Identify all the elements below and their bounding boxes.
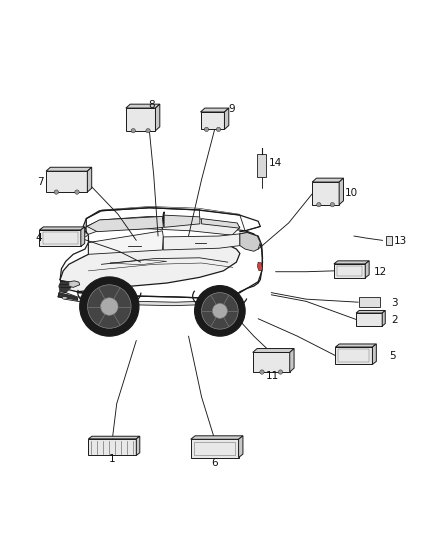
Circle shape (330, 203, 335, 207)
Circle shape (131, 128, 135, 133)
Polygon shape (81, 227, 85, 246)
Polygon shape (290, 349, 294, 372)
Polygon shape (87, 167, 92, 192)
Text: 1: 1 (109, 454, 116, 464)
Circle shape (201, 293, 238, 329)
Polygon shape (164, 215, 200, 228)
Polygon shape (356, 310, 385, 313)
Circle shape (317, 203, 321, 207)
Polygon shape (86, 216, 240, 235)
Bar (257, 154, 266, 177)
Text: 13: 13 (394, 236, 407, 246)
Polygon shape (87, 216, 163, 232)
Polygon shape (239, 436, 243, 457)
Polygon shape (58, 293, 78, 301)
Polygon shape (257, 262, 262, 271)
Circle shape (212, 303, 227, 318)
Polygon shape (334, 261, 369, 264)
Polygon shape (62, 297, 67, 299)
Polygon shape (382, 310, 385, 326)
Circle shape (101, 298, 118, 315)
Polygon shape (46, 167, 92, 171)
Circle shape (204, 127, 208, 132)
Polygon shape (312, 178, 343, 182)
Polygon shape (224, 108, 229, 130)
Circle shape (216, 127, 221, 132)
Text: 12: 12 (374, 266, 388, 277)
Polygon shape (60, 238, 240, 292)
Circle shape (54, 190, 59, 194)
Polygon shape (191, 436, 243, 439)
Polygon shape (336, 347, 372, 365)
Polygon shape (136, 436, 140, 455)
Polygon shape (191, 439, 239, 457)
Text: 11: 11 (265, 371, 279, 381)
Circle shape (260, 370, 264, 374)
Text: 7: 7 (37, 176, 44, 187)
Bar (359, 297, 380, 307)
Polygon shape (201, 108, 229, 112)
Polygon shape (155, 104, 160, 131)
Circle shape (146, 128, 150, 133)
Polygon shape (372, 344, 376, 365)
Text: 4: 4 (35, 233, 42, 243)
Polygon shape (39, 227, 85, 230)
Polygon shape (88, 436, 140, 439)
Polygon shape (59, 280, 71, 293)
Polygon shape (253, 349, 294, 352)
Polygon shape (339, 178, 343, 205)
Text: 9: 9 (229, 104, 235, 114)
Circle shape (75, 190, 79, 194)
Polygon shape (334, 264, 365, 278)
Text: 3: 3 (392, 298, 398, 308)
Text: 6: 6 (212, 458, 218, 468)
Polygon shape (240, 232, 260, 251)
Text: 8: 8 (148, 100, 155, 110)
Polygon shape (356, 313, 382, 326)
Polygon shape (88, 231, 163, 254)
Polygon shape (201, 219, 240, 228)
Polygon shape (312, 182, 339, 205)
Circle shape (278, 370, 283, 374)
Polygon shape (46, 171, 87, 192)
Text: 14: 14 (269, 158, 282, 168)
Polygon shape (69, 281, 80, 287)
Circle shape (194, 286, 245, 336)
Text: 5: 5 (389, 351, 396, 361)
Text: 10: 10 (345, 188, 358, 198)
Polygon shape (88, 439, 136, 455)
Polygon shape (58, 290, 199, 305)
Polygon shape (81, 232, 88, 237)
Polygon shape (365, 261, 369, 278)
Polygon shape (336, 344, 376, 347)
Text: 2: 2 (392, 316, 398, 326)
Circle shape (80, 277, 139, 336)
Polygon shape (163, 234, 240, 250)
Polygon shape (126, 108, 155, 131)
Polygon shape (201, 112, 224, 130)
Polygon shape (39, 230, 81, 246)
Polygon shape (253, 352, 290, 372)
Bar (386, 236, 392, 245)
Polygon shape (126, 104, 160, 108)
Circle shape (88, 285, 131, 328)
